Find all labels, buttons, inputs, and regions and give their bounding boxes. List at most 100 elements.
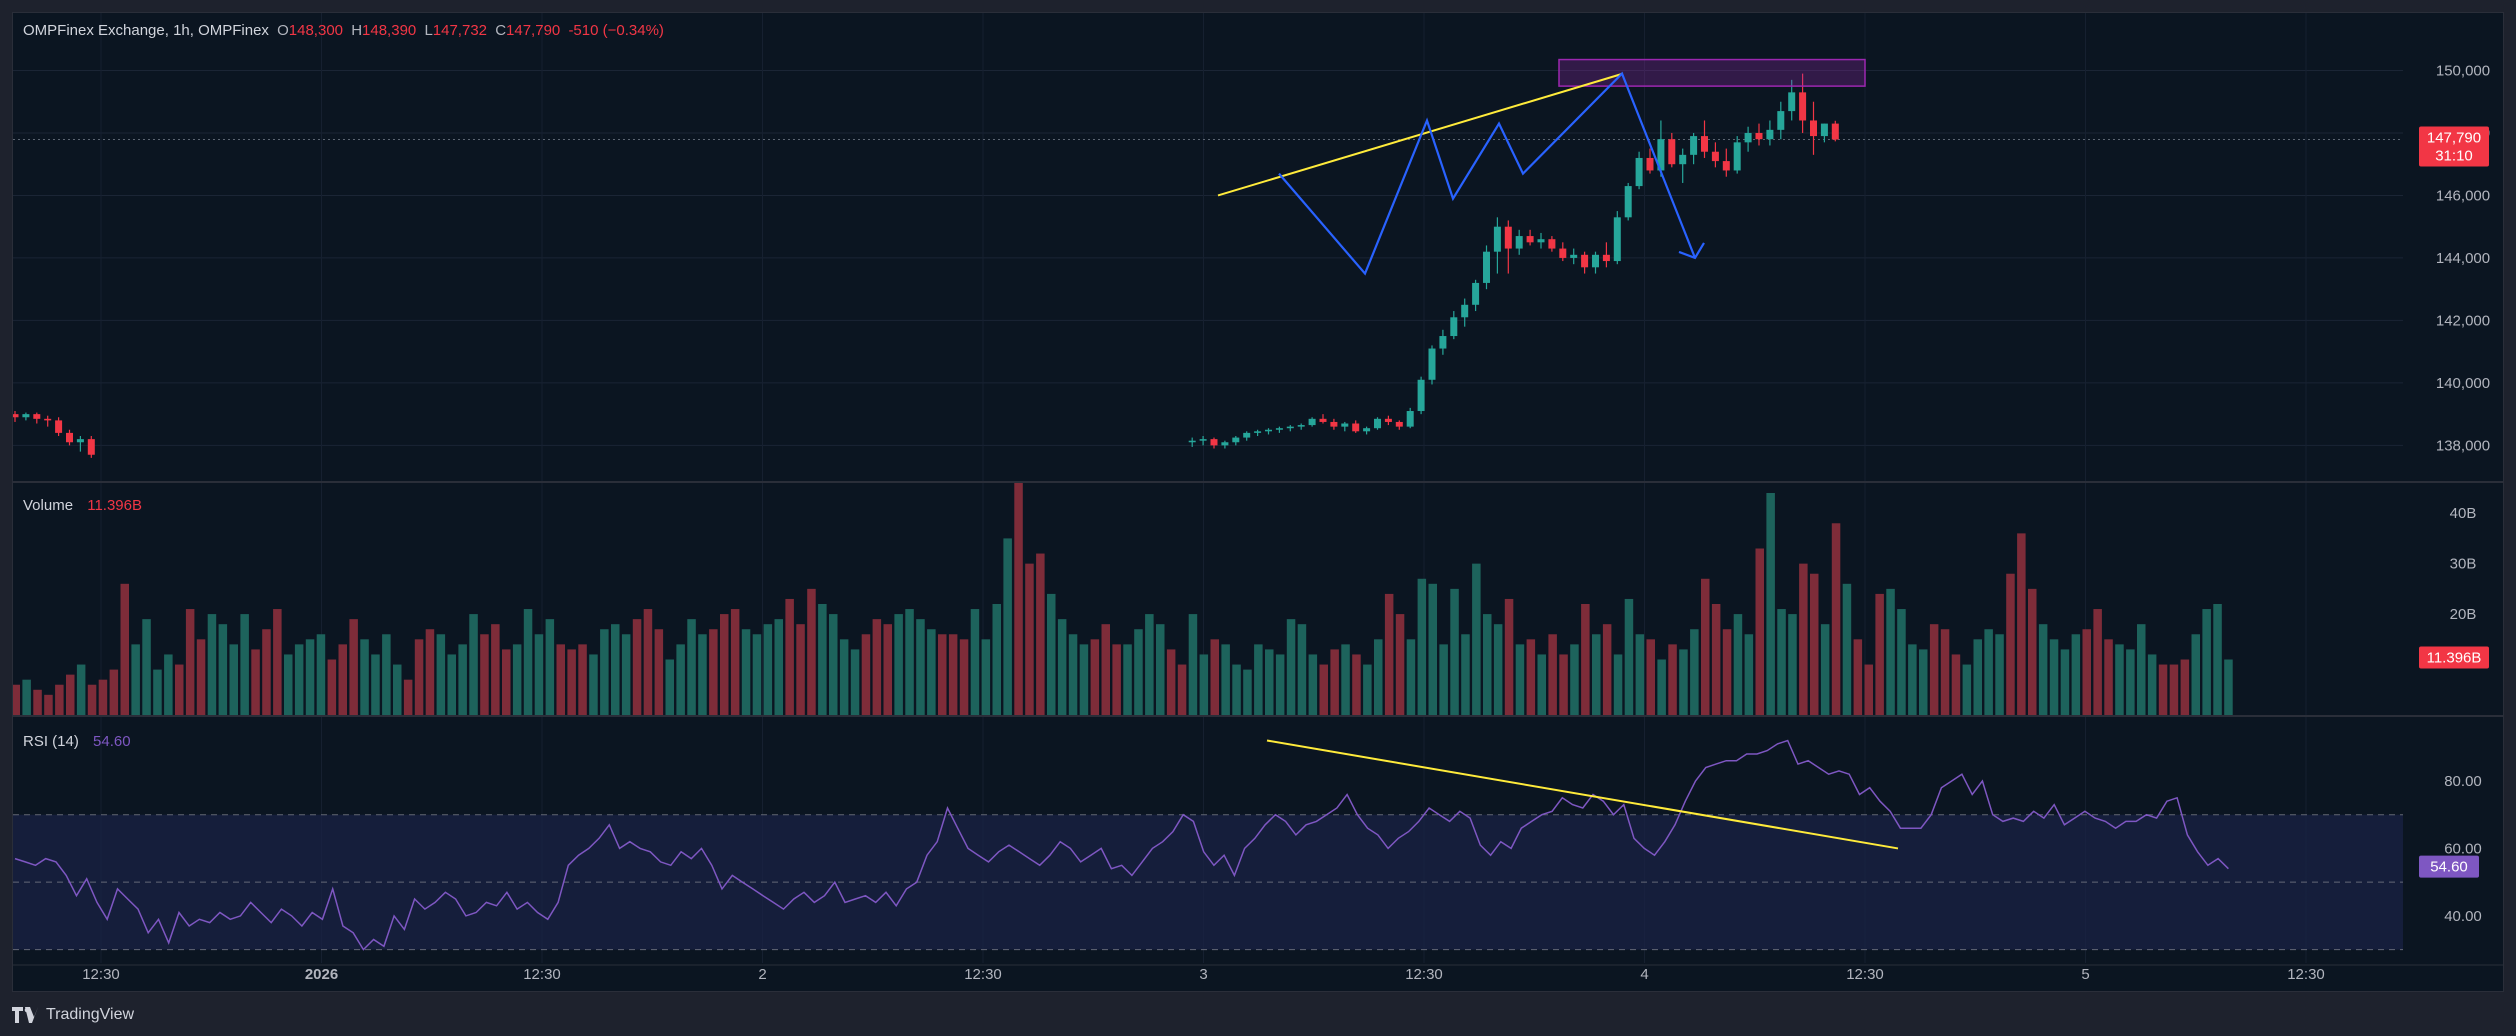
volume-bar-26	[294, 644, 304, 715]
volume-bar-82	[905, 609, 914, 715]
volume-bar-46	[512, 644, 522, 715]
volume-bar-130	[1428, 583, 1437, 715]
volume-bar-57	[632, 619, 642, 715]
volume-bar-88	[970, 609, 980, 715]
volume-bar-2	[33, 689, 42, 715]
candle-body-148	[1624, 186, 1632, 218]
grid-lines	[13, 13, 2403, 963]
volume-bar-50	[556, 644, 565, 715]
volume-bar-74	[818, 604, 827, 715]
candle-body-138	[1515, 236, 1523, 249]
volume-bar-97	[1068, 634, 1078, 715]
volume-bar-34	[382, 634, 391, 715]
volume-bar-106	[1166, 649, 1176, 715]
last-price-badge	[2419, 126, 2489, 167]
time-tick-label-8: 12:30	[1846, 966, 1884, 983]
volume-bar-38	[425, 629, 435, 715]
volume-bar-168	[1842, 583, 1852, 715]
volume-bar-141	[1548, 634, 1557, 715]
volume-bar-15	[175, 664, 184, 715]
volume-bar-59	[654, 629, 664, 715]
rsi-line-group	[14, 739, 2229, 951]
volume-bar-185	[2028, 588, 2037, 715]
volume-bar-48	[534, 634, 544, 715]
volume-bar-193	[2115, 644, 2124, 715]
volume-bar-29	[327, 659, 337, 715]
candle-body-136	[1493, 226, 1501, 252]
volume-bar-67	[741, 629, 751, 715]
volume-legend[interactable]: Volume 11.396B	[23, 497, 142, 514]
volume-bar-131	[1439, 644, 1448, 715]
drawings[interactable]	[1217, 58, 1899, 850]
volume-bar-155	[1701, 578, 1710, 715]
candle-body-120	[1319, 418, 1327, 422]
volume-bar-198	[2169, 664, 2179, 715]
close-label: C	[495, 22, 507, 39]
time-tick-label-7: 4	[1640, 966, 1648, 983]
pattern-path	[1278, 71, 1697, 276]
candle-body-160	[1755, 132, 1763, 140]
rsi-title[interactable]: RSI (14)	[23, 733, 79, 750]
volume-bar-21	[240, 614, 249, 715]
volume-bar-180	[1973, 639, 1982, 715]
volume-bar-107	[1177, 664, 1187, 715]
candle-body-126	[1384, 418, 1392, 422]
price-axis[interactable]: 150,000148,000146,000144,000142,000140,0…	[2436, 62, 2490, 924]
candle-body-115	[1265, 429, 1272, 432]
volume-bar-112	[1232, 664, 1241, 715]
symbol-title[interactable]: OMPFinex Exchange, 1h, OMPFinex	[23, 22, 269, 39]
candle-body-113	[1243, 432, 1251, 438]
candle-body-132	[1450, 317, 1458, 337]
volume-bars	[13, 482, 2233, 715]
rsi-legend[interactable]: RSI (14) 54.60	[23, 733, 131, 750]
volume-bar-145	[1592, 634, 1601, 715]
volume-bar-9	[109, 669, 119, 715]
volume-bar-65	[720, 614, 729, 715]
volume-bar-118	[1297, 624, 1307, 715]
candle-body-144	[1581, 254, 1589, 268]
symbol-legend[interactable]: OMPFinex Exchange, 1h, OMPFinex O148,300…	[23, 22, 664, 39]
volume-bar-121	[1330, 649, 1339, 715]
volume-bar-139	[1526, 639, 1536, 715]
volume-title[interactable]: Volume	[23, 497, 74, 514]
volume-bar-142	[1559, 654, 1568, 715]
volume-bar-40	[447, 654, 456, 715]
volume-bar-49	[545, 619, 555, 715]
volume-bar-45	[502, 649, 511, 715]
time-tick-label-9: 5	[2081, 966, 2089, 983]
volume-value: 11.396B	[87, 497, 142, 514]
volume-bar-102	[1123, 644, 1132, 715]
volume-bar-184	[2017, 533, 2026, 715]
volume-bar-68	[752, 634, 762, 715]
volume-bar-158	[1733, 614, 1743, 715]
time-axis[interactable]: 12:30202612:30212:30312:30412:30512:3061…	[82, 966, 2504, 983]
price-tick-label-5: 140,000	[2436, 375, 2490, 392]
chart-svg[interactable]: 150,000148,000146,000144,000142,000140,0…	[13, 13, 2504, 992]
candle-body-4	[55, 420, 63, 433]
candle-body-147	[1613, 217, 1621, 262]
volume-bar-177	[1940, 629, 1950, 715]
volume-bar-4	[55, 684, 64, 715]
volume-bar-167	[1831, 523, 1841, 715]
tradingview-logo[interactable]: TradingView	[12, 1004, 134, 1026]
volume-bar-77	[850, 649, 860, 715]
volume-bar-89	[981, 639, 991, 715]
pane-separators[interactable]	[13, 481, 2504, 966]
volume-bar-84	[927, 629, 936, 715]
volume-bar-103	[1134, 629, 1143, 715]
volume-bar-138	[1515, 644, 1525, 715]
candle-body-121	[1330, 421, 1338, 427]
rsi-line	[14, 739, 2229, 951]
volume-bar-35	[393, 664, 402, 715]
volume-bar-136	[1493, 624, 1503, 715]
candle-body-164	[1799, 92, 1807, 121]
volume-bar-166	[1820, 624, 1830, 715]
volume-bar-75	[829, 614, 838, 715]
volume-bar-171	[1875, 593, 1884, 715]
last-price-badge-countdown: 31:10	[2435, 148, 2473, 165]
time-tick-label-1: 2026	[305, 966, 338, 983]
volume-bar-196	[2147, 654, 2157, 715]
rsi-badge-value: 54.60	[2430, 859, 2468, 876]
time-tick-label-4: 12:30	[964, 966, 1002, 983]
